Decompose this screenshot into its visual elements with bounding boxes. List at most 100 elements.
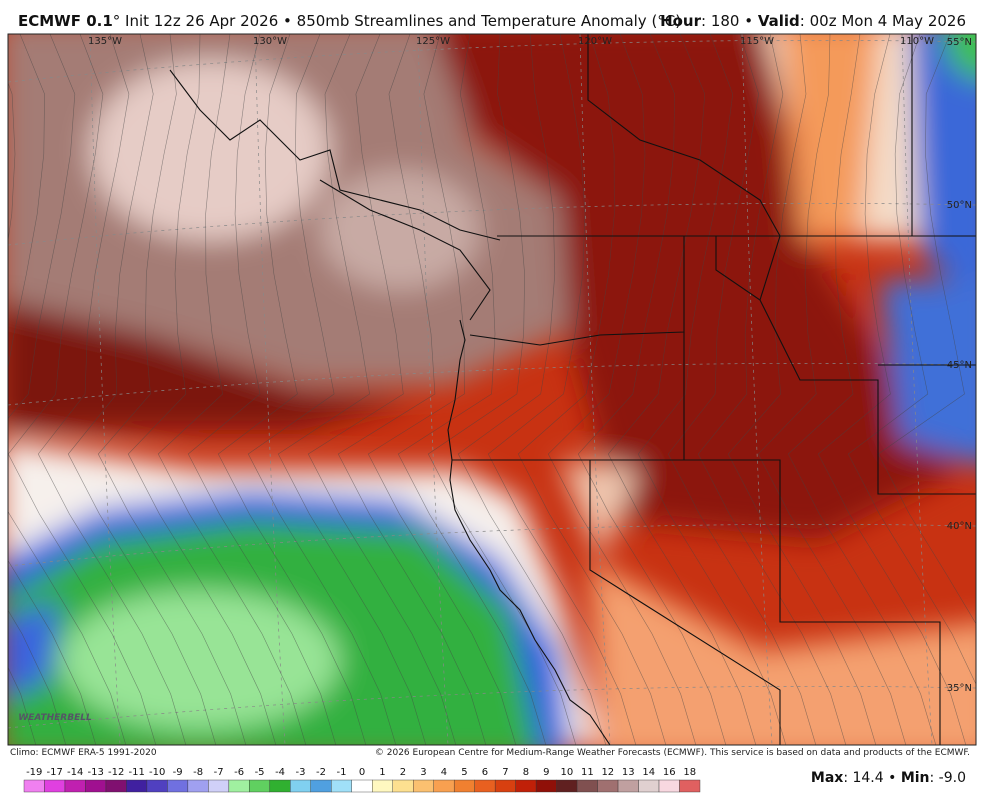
climo-note: Climo: ECMWF ERA-5 1991-2020 bbox=[10, 748, 157, 758]
colorbar-label: 9 bbox=[543, 767, 549, 778]
lon-label: 125°W bbox=[416, 36, 450, 47]
streamline bbox=[547, 34, 697, 745]
streamline bbox=[817, 34, 967, 745]
lat-label: 50°N bbox=[947, 200, 972, 211]
header-right: Hour: 180 • Valid: 00z Mon 4 May 2026 bbox=[660, 12, 966, 30]
colorbar-label: 12 bbox=[601, 767, 614, 778]
streamline bbox=[457, 34, 607, 745]
colorbar-label: 3 bbox=[420, 767, 426, 778]
colorbar-label: -17 bbox=[47, 767, 63, 778]
colorbar-label: -7 bbox=[214, 767, 224, 778]
colorbar-cell bbox=[249, 779, 271, 793]
streamline bbox=[517, 34, 667, 745]
streamline bbox=[877, 34, 976, 625]
header-text: ECMWF 0.1 bbox=[18, 12, 113, 30]
colorbar-cell bbox=[126, 779, 148, 793]
colorbar-cell bbox=[494, 779, 516, 793]
streamline bbox=[67, 34, 217, 745]
parallel bbox=[8, 39, 976, 83]
colorbar-cell bbox=[85, 779, 107, 793]
header-text: : 00z Mon 4 May 2026 bbox=[799, 12, 966, 30]
colorbar-cell bbox=[392, 779, 414, 793]
streamline bbox=[757, 34, 907, 745]
colorbar-cell bbox=[105, 779, 127, 793]
header-text: : -9.0 bbox=[929, 770, 966, 786]
colorbar-cell bbox=[146, 779, 168, 793]
streamline bbox=[667, 34, 817, 745]
streamline bbox=[697, 34, 847, 745]
colorbar-label: -1 bbox=[337, 767, 347, 778]
streamline bbox=[577, 34, 727, 745]
colorbar-label: -6 bbox=[234, 767, 244, 778]
logo: WEATHERBELL bbox=[18, 713, 92, 723]
colorbar-cell bbox=[269, 779, 291, 793]
header-text: : 180 • bbox=[701, 12, 758, 30]
parallel bbox=[8, 523, 976, 567]
streamline bbox=[217, 34, 367, 745]
colorbar-label: 8 bbox=[523, 767, 529, 778]
colorbar-cell bbox=[413, 779, 434, 793]
streamline bbox=[8, 34, 97, 745]
colorbar-cell bbox=[23, 779, 45, 793]
colorbar-label: -9 bbox=[173, 767, 183, 778]
colorbar-cell bbox=[679, 779, 701, 793]
streamline bbox=[187, 34, 337, 745]
colorbar-label: 10 bbox=[560, 767, 573, 778]
colorbar-label: 16 bbox=[663, 767, 676, 778]
colorbar-label: 5 bbox=[461, 767, 467, 778]
colorbar-cell bbox=[433, 779, 455, 793]
lat-label: 55°N bbox=[947, 37, 972, 48]
header-text: : 14.4 • bbox=[843, 770, 901, 786]
streamline bbox=[8, 34, 127, 745]
header-text: Hour bbox=[660, 12, 701, 30]
streamline bbox=[787, 34, 937, 745]
parallel bbox=[8, 362, 976, 406]
streamline bbox=[127, 34, 277, 745]
streamline bbox=[8, 34, 157, 745]
parallel bbox=[8, 202, 976, 246]
lon-label: 135°W bbox=[88, 36, 122, 47]
colorbar-label: 13 bbox=[622, 767, 635, 778]
colorbar-label: -4 bbox=[275, 767, 285, 778]
streamline bbox=[307, 34, 457, 745]
colorbar-cell bbox=[44, 779, 66, 793]
colorbar-cell bbox=[331, 779, 352, 793]
colorbar-label: 0 bbox=[359, 767, 365, 778]
colorbar-cell bbox=[638, 779, 660, 793]
stats: Max: 14.4 • Min: -9.0 bbox=[811, 770, 966, 786]
colorbar-cell bbox=[167, 779, 189, 793]
colorbar-cell bbox=[372, 779, 393, 793]
colorbar-cell bbox=[453, 779, 475, 793]
colorbar-label: 2 bbox=[400, 767, 406, 778]
lat-label: 45°N bbox=[947, 360, 972, 371]
colorbar-cell bbox=[187, 779, 209, 793]
colorbar-cell bbox=[515, 779, 537, 793]
copyright: © 2026 European Centre for Medium-Range … bbox=[375, 748, 970, 758]
colorbar-cell bbox=[208, 779, 230, 793]
streamline bbox=[847, 34, 976, 685]
colorbar-cell bbox=[576, 779, 598, 793]
lon-label: 130°W bbox=[253, 36, 287, 47]
colorbar-cell bbox=[290, 779, 311, 793]
streamline bbox=[247, 34, 397, 745]
colorbar-label: -11 bbox=[128, 767, 144, 778]
map: 135°W 130°W 125°W 120°W 115°W 110°W 55°N 50°N 45… bbox=[8, 34, 976, 745]
colorbar-label: 6 bbox=[482, 767, 488, 778]
colorbar-label: 18 bbox=[683, 767, 696, 778]
colorbar-label: 7 bbox=[502, 767, 508, 778]
streamline bbox=[37, 34, 187, 745]
streamline bbox=[97, 34, 247, 745]
streamline bbox=[397, 34, 547, 745]
map-frame bbox=[7, 33, 977, 746]
colorbar-label: 14 bbox=[642, 767, 655, 778]
streamline bbox=[157, 34, 307, 745]
colorbar-label: -10 bbox=[149, 767, 165, 778]
streamline bbox=[637, 34, 787, 745]
streamline bbox=[367, 34, 517, 745]
colorbar-cell bbox=[310, 779, 332, 793]
colorbar-label: -12 bbox=[108, 767, 124, 778]
colorbar-cell bbox=[658, 779, 680, 793]
colorbar-cell bbox=[597, 779, 619, 793]
colorbar-label: 1 bbox=[379, 767, 385, 778]
